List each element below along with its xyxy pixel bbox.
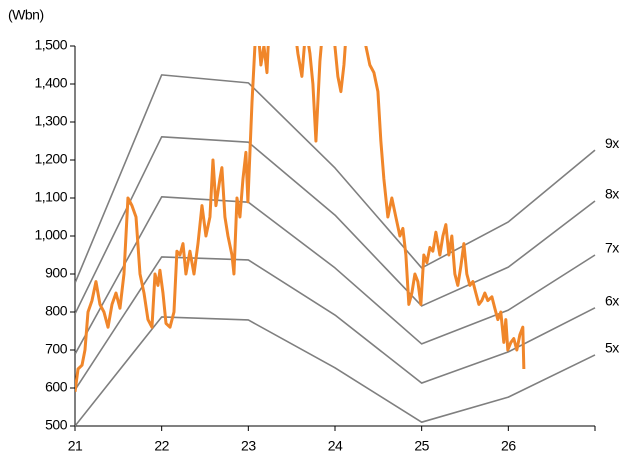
band-line — [75, 196, 596, 355]
price-line — [75, 46, 526, 392]
band-line — [75, 256, 596, 391]
x-tick-label: 24 — [328, 438, 343, 454]
y-tick-label: 500 — [45, 417, 68, 433]
y-tick-label: 1,300 — [34, 113, 67, 129]
x-tick-label: 26 — [501, 438, 516, 454]
y-tick-label: 600 — [45, 379, 68, 395]
band-label: 7x — [605, 240, 619, 256]
y-tick-label: 700 — [45, 341, 68, 357]
y-tick-label: 800 — [45, 303, 68, 319]
band-label: 5x — [605, 340, 619, 356]
band-line — [75, 136, 596, 315]
band-label: 8x — [605, 186, 619, 202]
y-tick-label: 1,500 — [34, 37, 67, 53]
band-line — [75, 316, 596, 427]
x-tick-label: 23 — [241, 438, 256, 454]
band-label: 6x — [605, 293, 619, 309]
y-axis-label: (Wbn) — [8, 7, 44, 23]
y-tick-label: 900 — [45, 265, 68, 281]
y-tick-label: 1,000 — [34, 227, 67, 243]
x-tick-label: 22 — [154, 438, 169, 454]
band-line — [75, 74, 596, 284]
x-tick-label: 25 — [414, 438, 429, 454]
x-tick-label: 21 — [68, 438, 83, 454]
y-tick-label: 1,100 — [34, 189, 67, 205]
y-tick-label: 1,200 — [34, 151, 67, 167]
plot-area — [75, 46, 596, 427]
y-tick-label: 1,400 — [34, 75, 67, 91]
band-label: 9x — [605, 135, 619, 151]
